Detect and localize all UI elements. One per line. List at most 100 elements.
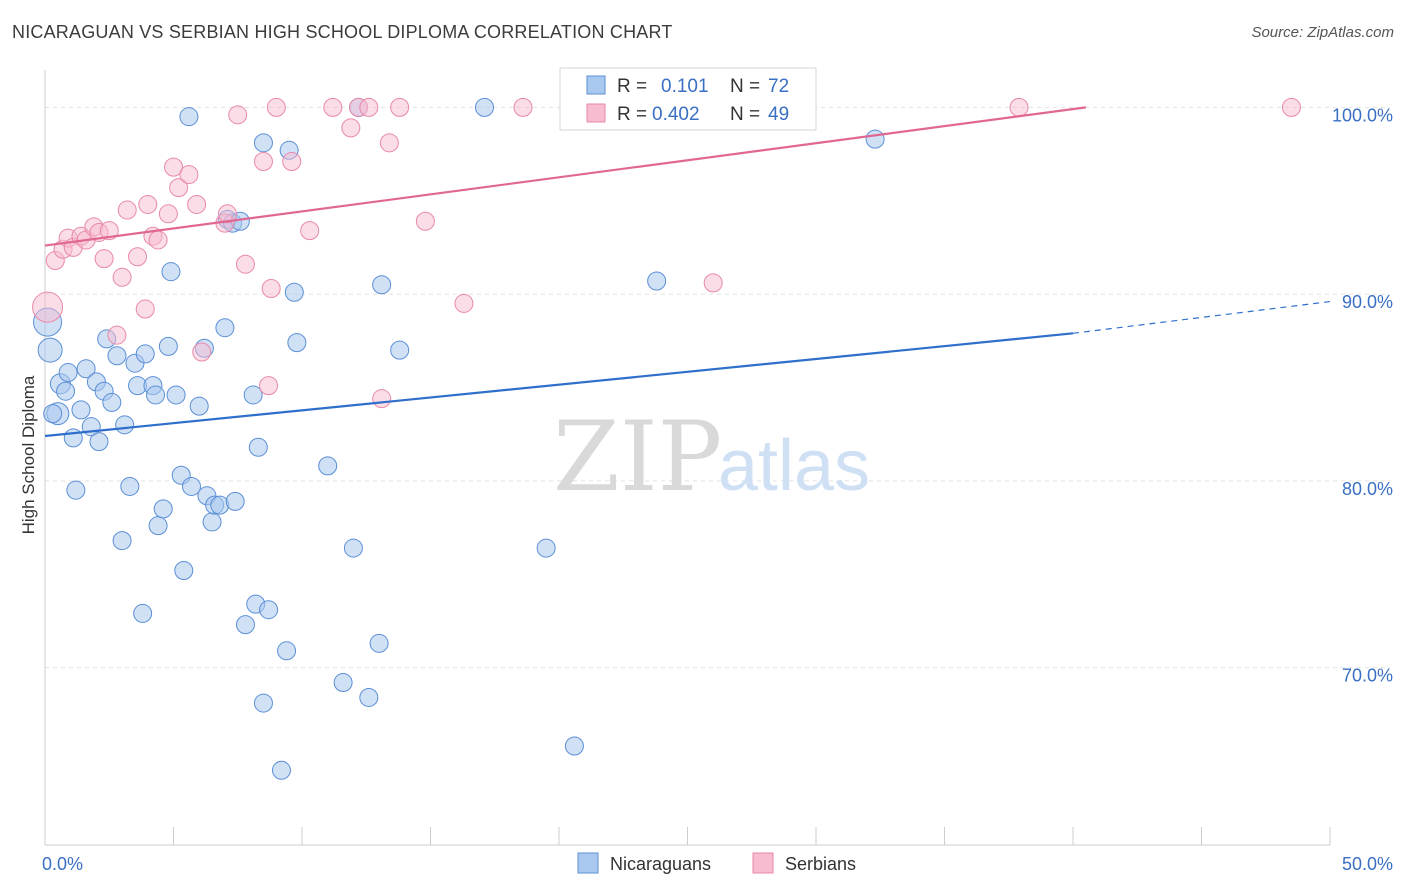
- point-nicaraguans-67: [536, 538, 556, 558]
- point-nicaraguans-44: [225, 491, 245, 511]
- point-nicaraguans-35: [189, 396, 209, 416]
- point-nicaraguans-22: [133, 603, 153, 623]
- point-nicaraguans-4: [56, 381, 76, 401]
- point-serbians-36: [341, 118, 361, 138]
- point-nicaraguans-28: [158, 336, 178, 356]
- point-nicaraguans-47: [243, 385, 263, 405]
- point-nicaraguans-59: [333, 673, 353, 693]
- point-nicaraguans-18: [115, 415, 135, 435]
- point-serbians-30: [259, 376, 279, 396]
- point-nicaraguans-46: [235, 615, 255, 635]
- point-nicaraguans-66: [474, 97, 494, 117]
- point-nicaraguans-63: [369, 633, 389, 653]
- point-serbians-15: [135, 299, 155, 319]
- point-serbians-42: [415, 211, 435, 231]
- series-legend: Nicaraguans Serbians: [577, 852, 856, 874]
- point-serbians-24: [192, 342, 212, 362]
- bottom-swatch-serbians: [752, 852, 774, 874]
- point-nicaraguans-53: [271, 760, 291, 780]
- x-tick-label-min: 0.0%: [42, 854, 83, 874]
- point-nicaraguans-60: [343, 538, 363, 558]
- point-serbians-41: [390, 97, 410, 117]
- trend-nicaraguans-extension: [1072, 300, 1331, 334]
- point-serbians-16: [138, 194, 158, 214]
- point-serbians-11: [107, 325, 127, 345]
- point-serbians-18: [148, 230, 168, 250]
- point-serbians-9: [94, 249, 114, 269]
- point-nicaraguans-25: [146, 385, 166, 405]
- y-tick-label-100: 100.0%: [1332, 105, 1393, 125]
- point-serbians-39: [372, 389, 392, 409]
- point-serbians-20: [164, 157, 183, 177]
- point-nicaraguans-49: [248, 437, 268, 457]
- legend-n-value-2: 49: [768, 104, 789, 125]
- point-serbians-27: [228, 105, 248, 125]
- point-serbians-12: [112, 267, 132, 287]
- point-serbians-29: [253, 152, 273, 172]
- point-nicaraguans-32: [174, 560, 194, 580]
- series-serbians-points: [32, 97, 1301, 409]
- legend-r-value-1: 0.101: [661, 76, 709, 97]
- x-tick-label-max: 50.0%: [1342, 854, 1393, 874]
- point-nicaraguans-56: [287, 333, 307, 353]
- stats-legend: R = 0.101 N = 72 R = 0.402 N = 49: [559, 67, 817, 131]
- point-serbians-34: [300, 221, 320, 241]
- point-serbians-28: [235, 254, 255, 274]
- bottom-swatch-nicaraguans: [577, 852, 599, 874]
- point-nicaraguans-57: [284, 282, 304, 302]
- legend-swatch-nicaraguans: [586, 75, 606, 95]
- point-nicaraguans-58: [318, 456, 338, 476]
- legend-r-value-2: 0.402: [652, 104, 700, 125]
- point-nicaraguans-5: [58, 363, 78, 383]
- point-serbians-48: [1281, 97, 1301, 117]
- y-tick-labels: 70.0% 80.0% 90.0% 100.0%: [1332, 105, 1393, 685]
- point-serbians-35: [323, 97, 343, 117]
- watermark-atlas: atlas: [718, 426, 870, 506]
- point-nicaraguans-65: [390, 340, 410, 360]
- point-nicaraguans-12: [89, 432, 109, 452]
- point-nicaraguans-51: [253, 693, 273, 713]
- point-nicaraguans-62: [359, 687, 379, 707]
- legend-n-label-1: N =: [730, 76, 760, 97]
- point-nicaraguans-38: [202, 512, 222, 532]
- point-serbians-23: [187, 194, 207, 214]
- point-nicaraguans-52: [259, 600, 279, 620]
- point-serbians-26: [217, 204, 237, 224]
- point-nicaraguans-30: [166, 385, 186, 405]
- point-serbians-0: [32, 291, 64, 323]
- point-nicaraguans-7: [66, 480, 86, 500]
- point-nicaraguans-50: [253, 133, 273, 153]
- watermark: ZIP atlas: [553, 401, 870, 513]
- legend-r-label-2: R =: [617, 104, 647, 125]
- point-nicaraguans-70: [865, 129, 885, 149]
- x-tick-labels: 0.0% 50.0%: [42, 854, 1393, 874]
- y-tick-label-70: 70.0%: [1342, 666, 1393, 686]
- trend-serbians: [44, 106, 1086, 247]
- point-nicaraguans-9: [76, 359, 96, 379]
- axes: [44, 70, 1331, 846]
- point-serbians-33: [282, 152, 302, 172]
- legend-n-value-1: 72: [768, 76, 789, 97]
- point-nicaraguans-71: [43, 404, 63, 424]
- point-nicaraguans-23: [135, 344, 155, 364]
- source-label: Source: ZipAtlas.com: [1251, 24, 1394, 41]
- point-nicaraguans-68: [564, 736, 584, 756]
- point-serbians-32: [266, 97, 286, 117]
- point-serbians-38: [359, 97, 379, 117]
- trend-nicaraguans: [44, 332, 1074, 438]
- y-tick-label-80: 80.0%: [1342, 479, 1393, 499]
- legend-n-label-2: N =: [730, 104, 760, 125]
- point-nicaraguans-19: [120, 476, 140, 496]
- point-nicaraguans-33: [179, 107, 199, 127]
- chart-title: NICARAGUAN VS SERBIAN HIGH SCHOOL DIPLOM…: [12, 22, 673, 42]
- point-serbians-31: [261, 278, 281, 298]
- point-nicaraguans-17: [112, 531, 132, 551]
- point-nicaraguans-69: [647, 271, 667, 291]
- point-nicaraguans-41: [215, 318, 235, 338]
- point-serbians-19: [158, 204, 178, 224]
- point-serbians-22: [179, 165, 199, 185]
- watermark-zip: ZIP: [553, 401, 722, 513]
- y-tick-label-90: 90.0%: [1342, 292, 1393, 312]
- point-serbians-10: [99, 221, 119, 241]
